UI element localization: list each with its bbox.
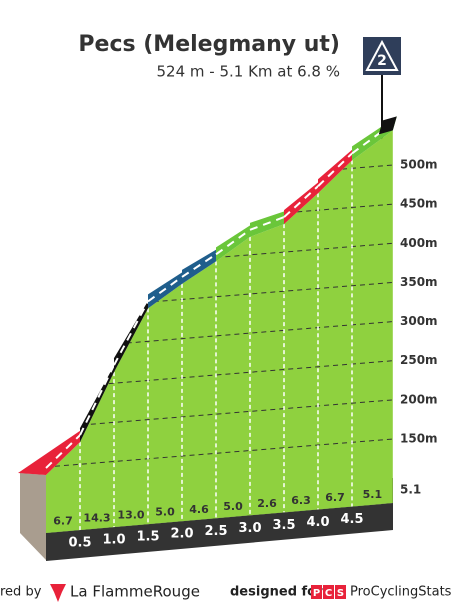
pcs-letter: P (313, 588, 320, 599)
gradient-label: 6.7 (325, 491, 345, 504)
gradient-segment (148, 269, 186, 309)
segment-centerline (249, 216, 285, 231)
x-tick-label: 1.5 (136, 530, 159, 545)
x-tick-label: 3.5 (272, 518, 295, 533)
segment-centerline (181, 253, 217, 278)
brand-name: La FlammeRouge (70, 583, 200, 601)
chart-title: Pecs (Melegmany ut) (78, 32, 340, 57)
segment-centerline (45, 434, 81, 469)
gradient-label: 2.6 (257, 497, 277, 510)
x-tick-label: 4.5 (340, 512, 363, 527)
category-label: 2 (377, 53, 387, 69)
badge-triangle (365, 39, 399, 71)
gradient-segment (318, 146, 356, 194)
gradient-label: 6.3 (291, 494, 311, 507)
pcs-letter: C (325, 588, 332, 599)
pcs-box (311, 585, 322, 599)
gradient-segment (18, 428, 84, 475)
gradient-label: 5.1 (363, 488, 383, 501)
footer-text: designed for (230, 585, 323, 600)
base-slab (46, 478, 393, 561)
y-tick-label: 400m (400, 236, 438, 250)
brand-logo (50, 584, 66, 602)
profile-face (46, 130, 393, 533)
pcs-box (335, 585, 346, 599)
pcs-box (323, 585, 334, 599)
gradient-segment (284, 179, 322, 225)
gradient-label: 14.3 (83, 512, 110, 525)
y-tick-label: 200m (400, 392, 438, 406)
y-tick-label: 150m (400, 432, 438, 446)
gradient-segment (80, 358, 118, 443)
segment-centerline (215, 229, 251, 256)
y-tick-label: 500m (400, 158, 438, 172)
summit-cap (378, 116, 397, 135)
site-name: ProCyclingStats (350, 585, 452, 600)
y-tick-label: 450m (400, 197, 438, 211)
distance-label: 5.1 (400, 483, 421, 497)
y-tick-label: 300m (400, 314, 438, 328)
x-tick-label: 3.0 (238, 521, 261, 536)
gradient-segment (182, 247, 220, 284)
segment-centerline (283, 185, 319, 218)
gradient-label: 5.0 (155, 506, 175, 519)
grid-line (46, 438, 393, 468)
x-tick-label: 2.0 (170, 527, 193, 542)
footer-text: red by (0, 585, 42, 600)
grid-line (46, 399, 393, 429)
pcs-letter: S (337, 588, 344, 599)
plot: 150m 200m 250m 300m 350m 400m 450m 500m 0.5 1.0 1.… (18, 116, 438, 561)
segment-centerline (317, 152, 353, 187)
y-tick-label: 250m (400, 353, 438, 367)
gradient-label: 5.0 (223, 500, 243, 513)
gradient-label: 13.0 (117, 509, 144, 522)
y-tick-label: 350m (400, 275, 438, 289)
x-tick-label: 0.5 (68, 536, 91, 551)
gradient-segment (216, 222, 254, 262)
segment-centerline (113, 300, 149, 366)
x-tick-label: 1.0 (102, 533, 125, 548)
chart-subtitle: 524 m - 5.1 Km at 6.8 % (156, 63, 340, 81)
x-tick-label: 4.0 (306, 515, 329, 530)
gradient-label: 6.7 (53, 515, 73, 528)
x-tick-label: 2.5 (204, 524, 227, 539)
side-face (20, 473, 46, 560)
gradient-label: 4.6 (189, 503, 209, 516)
segment-centerline (147, 276, 183, 303)
